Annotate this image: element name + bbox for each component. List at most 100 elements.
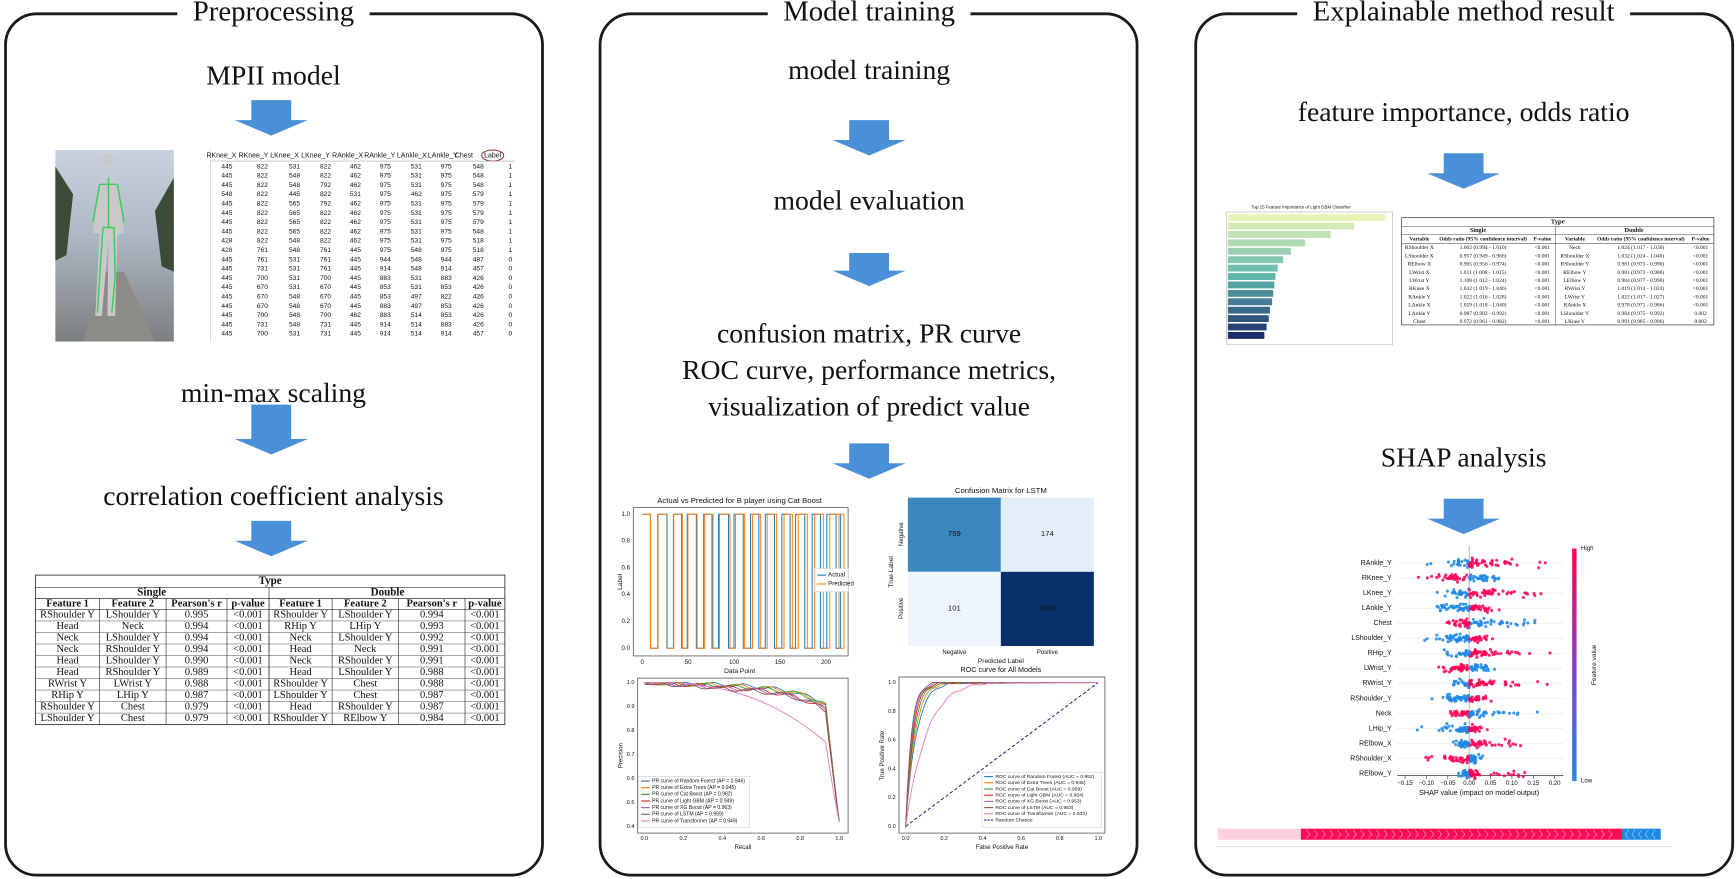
table-cell: LShoulder X: [1405, 253, 1434, 259]
shap-dot: [1465, 637, 1469, 641]
table-cell: RElbow X: [1408, 262, 1431, 268]
table-cell: 0.990: [185, 656, 209, 667]
shap-dot: [1470, 559, 1474, 564]
table-cell: 975: [441, 219, 452, 226]
table-cell: Chest: [121, 702, 145, 713]
table-cell: 426: [473, 275, 484, 282]
shap-dot: [1472, 579, 1476, 583]
table-header: Feature 2: [112, 598, 155, 609]
shap-dot: [1460, 679, 1464, 683]
feature-label: RShoulder_Y: [1350, 695, 1392, 702]
table-cell: 445: [221, 210, 232, 217]
table-cell: 975: [380, 182, 391, 189]
shap-dot: [1452, 682, 1456, 687]
tick-label: 0.8: [627, 728, 635, 734]
table-cell: 0: [509, 303, 513, 310]
table-cell: 445: [221, 182, 232, 189]
table-cell: 445: [221, 275, 232, 282]
table-cell: <0.001: [1534, 245, 1550, 251]
shap-dot: [1502, 774, 1506, 778]
feature-label: RElbow_X: [1359, 740, 1392, 747]
shap-dot: [1480, 653, 1484, 658]
shap-dot: [1533, 618, 1537, 622]
legend-label: Random Chance: [995, 817, 1033, 823]
tick-label: 0.9: [627, 704, 635, 710]
shap-dot: [1449, 604, 1453, 609]
table-cell: 462: [350, 201, 361, 208]
chart-title: Top 15 Feature Importance of Light GBM C…: [1251, 205, 1351, 210]
table-cell: Head: [56, 621, 79, 632]
shap-dot: [1460, 729, 1464, 733]
shap-dot: [1491, 681, 1495, 685]
table-cell: Chest: [353, 679, 377, 690]
tick-label: 100: [729, 659, 740, 666]
shap-dot: [1441, 638, 1445, 642]
table-cell: 531: [411, 182, 422, 189]
shap-dot: [1447, 606, 1451, 610]
tick-label: 0.6: [1017, 836, 1025, 842]
table-cell: 1: [509, 238, 513, 245]
shap-dot: [1483, 593, 1487, 598]
shap-dot: [1451, 635, 1455, 639]
shap-dot: [1492, 576, 1497, 580]
table-cell: 548: [289, 312, 300, 319]
shap-dot: [1464, 652, 1468, 656]
table-cell: 462: [411, 191, 422, 198]
shap-dot: [1466, 608, 1470, 612]
shap-dot: [1465, 565, 1470, 569]
importance-bar: [1227, 214, 1386, 222]
legend-box: [638, 776, 750, 828]
table-header: Type: [259, 575, 282, 587]
table-cell: 731: [257, 321, 268, 328]
matrix-cell: [1000, 497, 1094, 572]
shap-dot: [1471, 607, 1475, 611]
flow-arrow: [234, 520, 308, 557]
table-cell: 531: [289, 163, 300, 170]
table-cell: RShoulder Y: [1561, 262, 1590, 268]
shap-dot: [1429, 562, 1433, 566]
table-cell: LShoulder Y: [106, 656, 161, 667]
shap-dot: [1474, 755, 1478, 759]
table-cell: Chest: [1413, 319, 1426, 325]
shap-dot: [1503, 737, 1507, 741]
shap-dot: [1446, 560, 1451, 564]
table-cell: RShoulder Y: [273, 679, 328, 690]
shap-dot: [1459, 592, 1463, 597]
force-chevron: [1538, 829, 1543, 839]
table-cell: <0.001: [233, 633, 263, 644]
shap-dot: [1506, 590, 1510, 594]
shap-dot: [1526, 621, 1530, 625]
shap-dot: [1477, 698, 1481, 702]
shap-dot: [1476, 641, 1480, 645]
shap-dot: [1449, 575, 1454, 579]
shap-dot: [1539, 592, 1543, 596]
table-cell: 0.965 (0.956 - 0.974): [1460, 261, 1507, 268]
legend-label: ROC curve of Cat Boost (AUC = 0.959): [995, 786, 1082, 792]
table-cell: 548: [289, 303, 300, 310]
table-cell: 1: [509, 182, 513, 189]
panel-title: Model training: [783, 0, 955, 27]
table-cell: <0.001: [470, 702, 500, 713]
shap-dot: [1415, 728, 1419, 732]
importance-bar: [1227, 306, 1270, 314]
table-header: RKnee_Y: [239, 152, 269, 159]
tick-label: Positive: [1037, 649, 1059, 656]
table-cell: LShoulder Y: [106, 610, 161, 621]
force-chevron: [1461, 829, 1466, 839]
shap-dot: [1462, 770, 1466, 774]
feature-label: RWrist_Y: [1363, 680, 1393, 687]
tick-label: 0.00: [1463, 780, 1475, 787]
table-cell: 462: [350, 228, 361, 235]
shap-dot: [1435, 590, 1439, 594]
shap-dot: [1445, 589, 1449, 593]
table-cell: 548: [289, 294, 300, 301]
table-header: P-value: [1533, 236, 1551, 242]
table-cell: 975: [441, 247, 452, 254]
table-cell: 548: [289, 173, 300, 180]
table-header: p-value: [468, 598, 502, 609]
panel-title: Preprocessing: [193, 0, 354, 27]
table-cell: 822: [320, 191, 331, 198]
importance-bar: [1227, 222, 1355, 230]
tick-label: 0.0: [641, 836, 649, 842]
force-chevron: [1624, 829, 1629, 839]
